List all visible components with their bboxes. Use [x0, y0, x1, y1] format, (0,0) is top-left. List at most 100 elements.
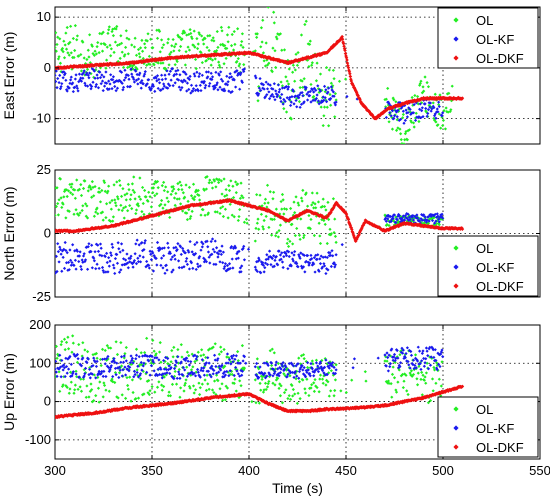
data-point: [147, 378, 151, 383]
data-point: [194, 267, 198, 272]
data-point: [307, 393, 311, 398]
data-point: [299, 78, 303, 82]
data-point: [204, 187, 209, 191]
data-point: [242, 220, 247, 224]
data-point: [395, 115, 399, 119]
data-point: [74, 372, 78, 376]
data-point: [257, 84, 261, 89]
data-point: [122, 356, 126, 360]
data-point: [136, 256, 140, 260]
data-point: [107, 389, 111, 393]
data-point: [81, 377, 86, 381]
data-point: [420, 370, 424, 374]
data-point: [346, 217, 351, 222]
data-point: [162, 358, 166, 363]
data-point: [160, 38, 164, 42]
data-point: [145, 82, 149, 86]
data-point: [314, 206, 318, 210]
data-point: [432, 105, 436, 110]
data-point: [301, 372, 306, 376]
data-point: [59, 252, 63, 256]
data-point: [278, 382, 282, 386]
data-point: [304, 359, 308, 364]
data-point: [253, 265, 257, 269]
data-point: [185, 262, 190, 266]
data-point: [198, 254, 202, 259]
data-point: [305, 98, 310, 102]
data-point: [126, 383, 130, 388]
data-point: [126, 261, 130, 265]
data-point: [201, 208, 205, 212]
data-point: [188, 386, 192, 390]
data-point: [399, 217, 403, 221]
data-point: [387, 120, 391, 124]
data-point: [250, 400, 254, 404]
data-point: [195, 367, 200, 372]
data-point: [62, 56, 67, 60]
data-point: [206, 57, 211, 61]
data-point: [58, 177, 63, 181]
data-point: [286, 85, 291, 89]
data-point: [261, 83, 266, 87]
y-tick-label: 0: [44, 60, 51, 75]
y-tick-label: 25: [37, 162, 51, 177]
data-point: [79, 79, 84, 83]
data-point: [223, 373, 228, 377]
data-point: [238, 62, 242, 66]
data-point: [413, 93, 417, 98]
data-point: [241, 45, 245, 49]
data-point: [317, 390, 321, 394]
data-point: [113, 201, 118, 205]
data-point: [138, 71, 142, 75]
data-point: [196, 42, 200, 46]
data-point: [226, 370, 230, 374]
data-point: [298, 85, 302, 90]
data-point: [427, 219, 431, 223]
data-point: [349, 226, 354, 230]
data-point: [164, 367, 168, 372]
data-point: [85, 267, 90, 271]
data-point: [424, 371, 429, 375]
data-point: [86, 357, 90, 361]
data-point: [429, 214, 433, 218]
data-point: [254, 268, 258, 272]
data-point: [418, 107, 422, 111]
data-point: [219, 25, 223, 29]
data-point: [103, 189, 107, 194]
data-point: [425, 114, 429, 118]
data-point: [295, 63, 300, 67]
data-point: [223, 370, 227, 374]
data-point: [254, 76, 258, 80]
data-point: [432, 368, 437, 372]
data-point: [363, 370, 367, 374]
data-point: [317, 269, 321, 273]
data-layer: [55, 334, 465, 420]
data-point: [202, 353, 206, 357]
data-point: [339, 389, 343, 393]
data-point: [99, 42, 103, 46]
data-point: [58, 353, 62, 357]
data-point: [405, 346, 410, 350]
data-point: [88, 367, 92, 371]
data-point: [421, 349, 425, 353]
data-point: [261, 261, 265, 265]
data-point: [55, 344, 58, 348]
data-point: [178, 395, 182, 399]
data-point: [293, 249, 297, 254]
data-point: [184, 183, 188, 187]
data-point: [166, 190, 170, 194]
data-point: [138, 260, 143, 264]
data-point: [189, 83, 194, 87]
data-point: [299, 196, 304, 200]
data-point: [225, 263, 230, 268]
data-point: [134, 211, 138, 216]
data-point: [311, 98, 315, 102]
data-point: [90, 84, 94, 89]
data-point: [57, 367, 61, 371]
data-point: [323, 96, 327, 100]
data-point: [327, 86, 331, 90]
data-point: [219, 70, 223, 74]
data-point: [430, 218, 435, 223]
data-point: [200, 366, 204, 370]
data-point: [115, 86, 120, 90]
